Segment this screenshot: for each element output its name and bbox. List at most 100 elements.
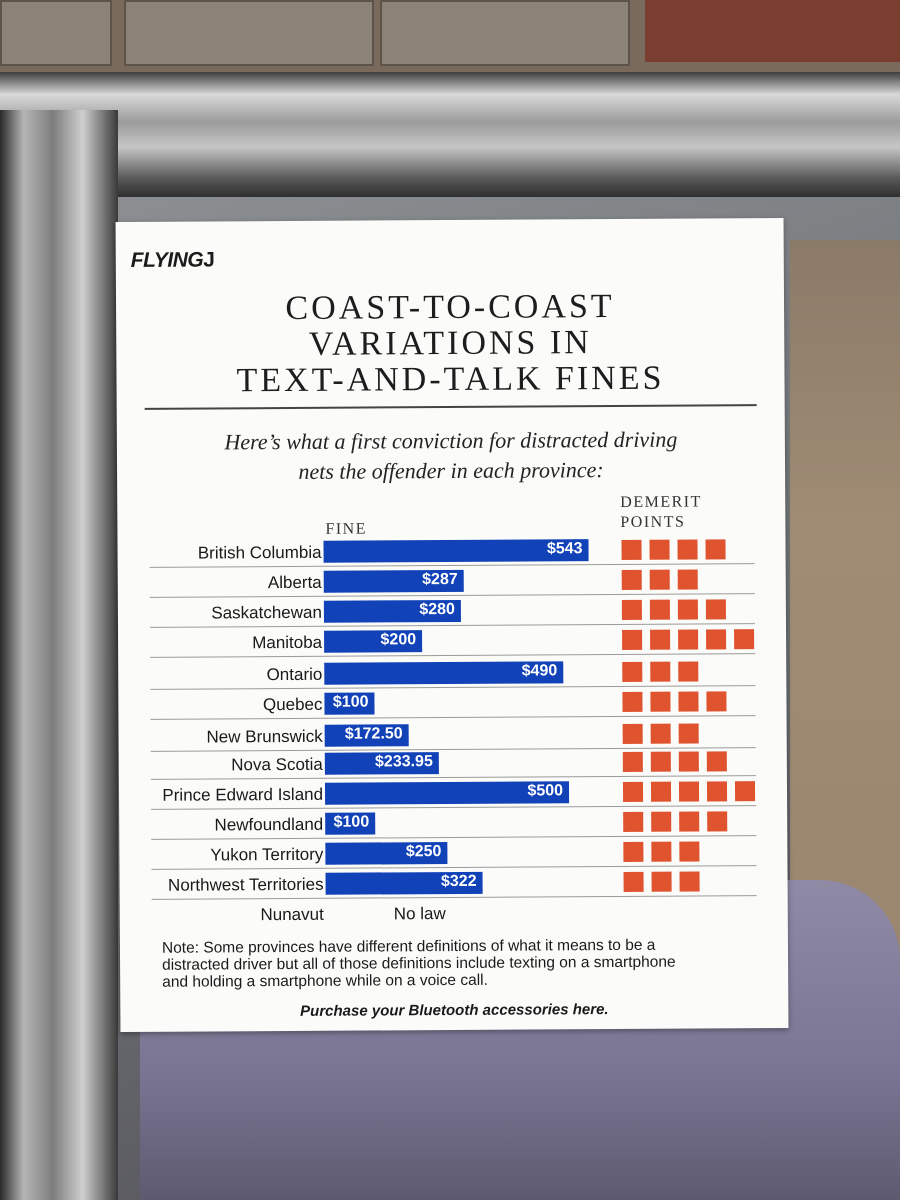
- chart-row: Ontario $490: [118, 658, 786, 692]
- demerit-points: [622, 781, 763, 804]
- demerit-point-square: [621, 599, 642, 620]
- demerit-point-square: [705, 539, 726, 560]
- bluetooth-accessories-cta: Purchase your Bluetooth accessories here…: [300, 1001, 609, 1020]
- demerit-points: [621, 569, 706, 592]
- fine-bar: $200: [324, 630, 423, 653]
- subtitle-line-2: nets the offender in each province:: [298, 457, 604, 484]
- fine-value-label: $200: [380, 631, 417, 649]
- demerit-point-square: [705, 599, 726, 620]
- demerit-point-square: [706, 751, 727, 772]
- demerit-point-square: [651, 811, 672, 832]
- demerit-point-square: [622, 661, 643, 682]
- chart-row: Saskatchewan $280: [118, 596, 786, 630]
- demerit-point-square: [649, 599, 670, 620]
- fine-bar: $322: [325, 871, 483, 895]
- fine-column-header: FINE: [325, 520, 368, 538]
- fine-value-label: $100: [332, 693, 369, 711]
- demerit-point-square: [678, 781, 700, 802]
- chart-row: Manitoba $200: [118, 626, 786, 660]
- points-column-header-line-2: POINTS: [620, 513, 686, 531]
- demerit-point-square: [706, 691, 727, 712]
- demerit-point-square: [678, 723, 699, 744]
- province-label: Ontario: [266, 664, 323, 685]
- province-label: Nunavut: [260, 904, 324, 925]
- chart-row: Newfoundland $100: [119, 808, 787, 842]
- province-label: Saskatchewan: [211, 602, 322, 623]
- province-label: Prince Edward Island: [162, 784, 324, 805]
- province-label: Northwest Territories: [167, 874, 324, 895]
- wall-tile: [380, 0, 630, 66]
- demerit-point-square: [706, 629, 727, 650]
- chart-row: Northwest Territories $322: [120, 868, 788, 902]
- fine-bar: $543: [323, 539, 589, 563]
- note-line-3: and holding a smartphone while on a voic…: [162, 971, 488, 991]
- mirror-frame-top: [0, 72, 900, 197]
- fine-value-label: $490: [521, 662, 558, 680]
- row-divider: [150, 715, 756, 720]
- demerit-point-square: [679, 841, 700, 862]
- demerit-points: [623, 871, 708, 894]
- fine-value-label: $543: [546, 540, 583, 558]
- demerit-point-square: [623, 871, 644, 892]
- demerit-point-square: [649, 539, 670, 560]
- demerit-point-square: [622, 691, 643, 712]
- province-label: Alberta: [267, 572, 322, 593]
- fine-bar: $233.95: [324, 752, 439, 775]
- province-label: Quebec: [262, 694, 323, 715]
- province-label: Manitoba: [252, 632, 323, 653]
- fine-value-label: $250: [405, 843, 442, 861]
- demerit-point-square: [621, 539, 642, 560]
- chart-row: British Columbia $543: [117, 536, 785, 570]
- province-label: New Brunswick: [206, 726, 323, 747]
- demerit-point-square: [678, 691, 699, 712]
- wall-tile: [124, 0, 374, 66]
- poster-title-line-2: VARIATIONS IN: [308, 324, 592, 363]
- wall-tile: [0, 0, 112, 66]
- demerit-point-square: [678, 629, 699, 650]
- no-law-label: No law: [393, 904, 446, 924]
- fine-bar: $100: [325, 812, 376, 835]
- fine-bar: $100: [324, 692, 375, 715]
- fine-value-label: $500: [527, 782, 564, 800]
- chart-row: Yukon Territory $250: [119, 838, 787, 872]
- demerit-points: [623, 841, 707, 864]
- fine-value-label: $233.95: [374, 753, 433, 771]
- demerit-point-square: [678, 751, 699, 772]
- demerit-point-square: [649, 569, 670, 590]
- demerit-point-square: [707, 811, 728, 832]
- fine-value-label: $172.50: [344, 725, 403, 743]
- demerit-point-square: [650, 781, 672, 802]
- demerit-points: [622, 723, 707, 746]
- demerit-point-square: [706, 781, 728, 802]
- fine-bar: $490: [324, 661, 564, 685]
- chart-row: Nunavut No law: [120, 898, 788, 932]
- demerit-point-square: [677, 539, 698, 560]
- demerit-points: [623, 811, 735, 834]
- demerit-point-square: [650, 723, 671, 744]
- demerit-points: [622, 629, 762, 652]
- province-label: British Columbia: [197, 542, 322, 563]
- province-label: Yukon Territory: [210, 844, 324, 865]
- fine-value-label: $280: [419, 600, 455, 619]
- demerit-point-square: [678, 661, 699, 682]
- demerit-point-square: [677, 599, 698, 620]
- title-divider: [144, 404, 757, 410]
- fine-value-label: $322: [440, 872, 477, 891]
- row-divider: [150, 653, 756, 658]
- demerit-point-square: [650, 751, 671, 772]
- demerit-point-square: [621, 569, 642, 590]
- note: Note: Some provinces have different defi…: [162, 936, 762, 991]
- demerit-point-square: [622, 751, 643, 772]
- poster-title-line-1: COAST-TO-COAST: [285, 288, 615, 328]
- demerit-point-square: [650, 691, 671, 712]
- points-column-header-line-1: DEMERIT: [620, 493, 702, 511]
- fine-bar: $250: [325, 842, 448, 865]
- demerit-points: [621, 539, 733, 562]
- chart-row: Alberta $287: [118, 566, 786, 600]
- demerit-point-square: [677, 569, 698, 590]
- demerit-point-square: [651, 841, 672, 862]
- fine-value-label: $100: [333, 813, 370, 831]
- chart-row: Nova Scotia $233.95: [119, 748, 787, 782]
- subtitle-line-1: Here’s what a first conviction for distr…: [224, 426, 678, 455]
- brick-wall: [645, 0, 900, 62]
